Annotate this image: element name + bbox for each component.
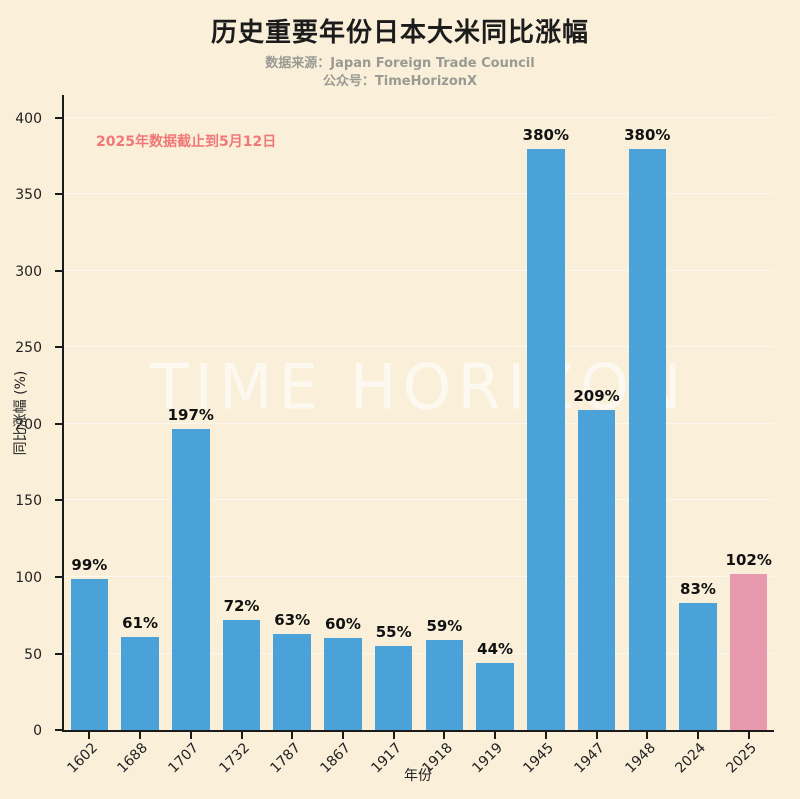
bar-slot: 59% xyxy=(419,95,470,730)
gridline xyxy=(64,116,774,118)
bar-slot: 209% xyxy=(571,95,622,730)
x-tick-mark xyxy=(240,732,243,739)
bar: 99% xyxy=(70,556,109,730)
y-tick-label: 250 xyxy=(15,340,42,357)
plot-wrapper: TIME HORIZON 99% 61% 197% 72% 63% 60% 55% 59% 44… xyxy=(15,95,774,777)
data-cutoff-annotation: 2025年数据截止到5月12日 xyxy=(96,134,277,150)
x-tick-mark xyxy=(189,732,192,739)
chart-subtitle-account: 公众号：TimeHorizonX xyxy=(322,74,478,89)
y-tick-mark xyxy=(55,116,62,119)
bar: 380% xyxy=(624,126,670,730)
bar-slot: 44% xyxy=(470,95,521,730)
gridline xyxy=(64,499,774,501)
bar-slot: 99% xyxy=(64,95,115,730)
y-tick-label: 400 xyxy=(15,110,42,127)
bar-slot: 55% xyxy=(368,95,419,730)
bar-value-label: 44% xyxy=(477,639,514,658)
y-tick-mark xyxy=(55,269,62,272)
bar: 44% xyxy=(476,640,514,730)
gridline xyxy=(64,193,774,195)
gridline xyxy=(64,346,774,348)
gridline xyxy=(64,269,774,271)
bar-slot: 380% xyxy=(622,95,673,730)
y-tick-mark xyxy=(55,346,62,349)
bar-slot: 60% xyxy=(318,95,369,730)
bar-slot: 102% xyxy=(723,95,774,730)
bar-slot: 72% xyxy=(216,95,267,730)
y-tick-label: 0 xyxy=(33,723,42,739)
bar-value-label: 60% xyxy=(325,615,361,634)
y-tick-mark xyxy=(55,422,62,425)
bar-value-label: 197% xyxy=(167,405,214,424)
y-tick-label: 50 xyxy=(24,646,42,663)
bar: 380% xyxy=(523,126,569,730)
x-tick-mark xyxy=(646,732,649,739)
bar: 59% xyxy=(425,617,464,730)
x-tick-mark xyxy=(747,732,750,739)
x-tick-mark xyxy=(139,732,142,739)
bar-value-label: 83% xyxy=(680,580,716,598)
x-tick-mark xyxy=(291,732,294,739)
bar-value-label: 380% xyxy=(624,125,671,144)
bar-value-label: 102% xyxy=(725,550,772,569)
bar: 72% xyxy=(222,597,261,730)
y-tick-label: 200 xyxy=(15,416,42,433)
bar-slot: 83% xyxy=(673,95,724,730)
grid-layer xyxy=(64,95,774,730)
x-tick-mark xyxy=(544,732,547,739)
y-tick-label: 300 xyxy=(15,263,42,280)
x-tick-mark xyxy=(595,732,598,739)
y-tick-mark xyxy=(55,576,62,578)
gridline xyxy=(64,652,774,654)
y-tick-label: 150 xyxy=(15,493,42,510)
bar-slot: 61% xyxy=(115,95,166,730)
chart-title: 历史重要年份日本大米同比涨幅 xyxy=(210,18,589,48)
x-tick-mark xyxy=(443,732,446,739)
x-tick-mark xyxy=(494,732,497,739)
chart-subtitle-source: 数据来源：Japan Foreign Trade Council xyxy=(265,56,535,71)
bar-value-label: 209% xyxy=(573,387,620,406)
bar-slot: 63% xyxy=(267,95,318,730)
x-tick-mark xyxy=(392,732,395,739)
bar: 55% xyxy=(374,623,413,730)
gridline xyxy=(64,576,774,577)
y-tick-mark xyxy=(55,729,62,731)
plot-area: TIME HORIZON 99% 61% 197% 72% 63% 60% 55% 59% 44… xyxy=(15,95,774,777)
bar-value-label: 63% xyxy=(274,610,311,629)
y-axis-title: 同比涨幅 (%) xyxy=(13,370,29,456)
bar-slot: 380% xyxy=(520,95,571,730)
bar: 63% xyxy=(273,611,311,730)
bar: 83% xyxy=(679,580,717,730)
bar: 61% xyxy=(121,614,159,730)
bar-value-label: 59% xyxy=(426,616,463,635)
bar-value-label: 61% xyxy=(122,613,159,632)
x-tick-mark xyxy=(696,732,699,739)
y-tick-label: 350 xyxy=(15,187,42,204)
bars-layer: 99% 61% 197% 72% 63% 60% 55% 59% 44% 380% 209% 380%… xyxy=(64,95,774,730)
x-tick-mark xyxy=(341,732,344,739)
bar-slot: 197% xyxy=(165,95,216,730)
y-tick-labels: 0 50 100 150 200 250 300 350 400 xyxy=(2,95,54,739)
bar-value-label: 72% xyxy=(223,596,260,615)
y-tick-mark xyxy=(55,652,62,655)
bar: 209% xyxy=(573,387,620,730)
y-tick-mark xyxy=(55,499,62,502)
bar-value-label: 55% xyxy=(375,622,412,641)
x-axis-title: 年份 xyxy=(404,768,432,784)
bar: 102% xyxy=(726,551,772,730)
bar-value-label: 99% xyxy=(71,555,108,574)
y-tick-label: 100 xyxy=(15,570,42,586)
bar: 197% xyxy=(168,406,214,730)
x-tick-mark xyxy=(88,732,91,739)
gridline xyxy=(64,422,774,424)
bar: 60% xyxy=(324,615,362,730)
y-tick-mark xyxy=(55,193,62,196)
bar-value-label: 380% xyxy=(522,125,569,144)
